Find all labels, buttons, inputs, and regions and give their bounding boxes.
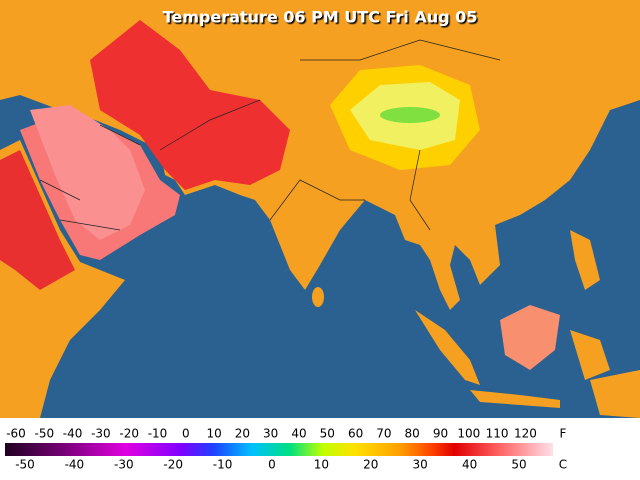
land-island [570, 330, 610, 380]
hot-region [0, 150, 75, 290]
fahrenheit-label: 100 [457, 427, 480, 441]
celsius-label: -30 [114, 458, 134, 472]
coolest-region [380, 107, 440, 123]
fahrenheit-label: -30 [91, 427, 111, 441]
map-title: Temperature 06 PM UTC Fri Aug 05 [163, 8, 478, 27]
celsius-label: -40 [65, 458, 85, 472]
celsius-label: 0 [268, 458, 276, 472]
fahrenheit-label: 0 [182, 427, 190, 441]
land-island [312, 287, 324, 307]
fahrenheit-label: -40 [63, 427, 83, 441]
celsius-label: 30 [413, 458, 428, 472]
fahrenheit-label: -60 [6, 427, 26, 441]
fahrenheit-label: 70 [376, 427, 391, 441]
celsius-labels: -50 -40 -30 -20 -10 0 10 20 30 40 50 [15, 458, 526, 472]
fahrenheit-label: 50 [320, 427, 335, 441]
unit-label: C [559, 458, 567, 472]
fahrenheit-label: 110 [486, 427, 509, 441]
celsius-label: -50 [15, 458, 35, 472]
fahrenheit-label: 120 [514, 427, 537, 441]
celsius-label: 50 [511, 458, 526, 472]
unit-label: F [560, 427, 567, 441]
fahrenheit-label: 80 [405, 427, 420, 441]
fahrenheit-label: 10 [206, 427, 221, 441]
land-island [500, 305, 560, 370]
fahrenheit-labels: -60 -50 -40 -30 -20 -10 0 10 20 30 40 50 60 70 80 90 100… [6, 427, 537, 441]
celsius-label: -20 [163, 458, 183, 472]
map [0, 0, 640, 418]
fahrenheit-label: 20 [235, 427, 250, 441]
border [39, 39, 501, 231]
land-island [590, 370, 640, 418]
celsius-label: 20 [363, 458, 378, 472]
celsius-label: 10 [314, 458, 329, 472]
fahrenheit-label: 30 [263, 427, 278, 441]
very-hot-region [30, 105, 145, 240]
fahrenheit-label: -10 [148, 427, 168, 441]
fahrenheit-label: -50 [34, 427, 54, 441]
hot-region [90, 20, 290, 190]
fahrenheit-label: 40 [291, 427, 306, 441]
celsius-label: -10 [213, 458, 233, 472]
land-island [570, 230, 600, 290]
fahrenheit-label: 90 [433, 427, 448, 441]
legend: F C -60 -50 -40 -30 -20 -10 0 10 20 30 40 50 60 70 80 9… [0, 418, 640, 480]
land-island [470, 390, 560, 408]
fahrenheit-label: 60 [348, 427, 363, 441]
celsius-label: 40 [462, 458, 477, 472]
color-scale [5, 443, 553, 456]
fahrenheit-label: -20 [119, 427, 139, 441]
land-island [415, 310, 480, 385]
